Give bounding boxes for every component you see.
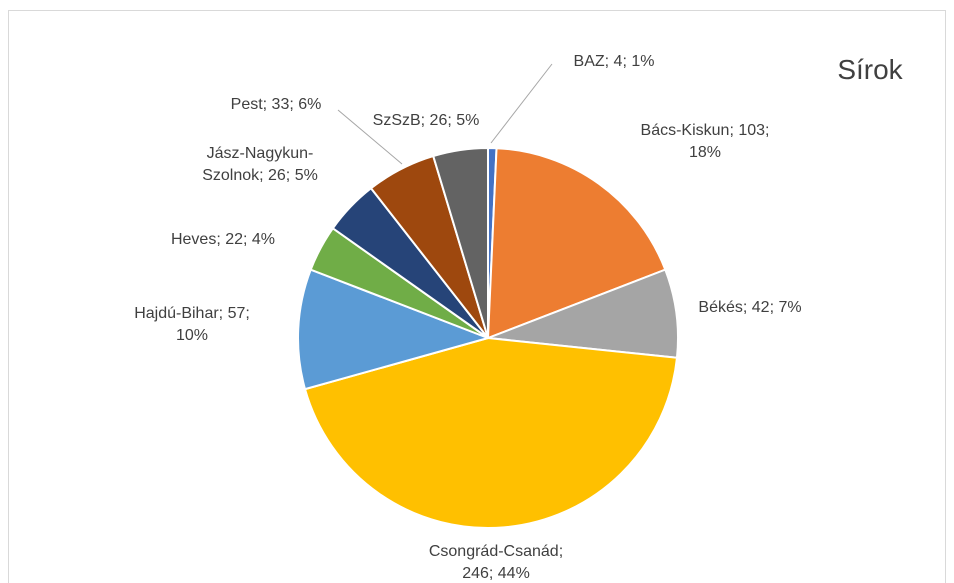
chart-title: Sírok [837,54,903,85]
pie-slice [297,268,492,391]
data-label: Heves; 22; 4% [170,231,276,248]
leader-line [337,109,403,165]
data-label: Pest; 33; 6% [230,96,322,113]
data-label: Hajdú-Bihar; 57; 10% [134,305,250,344]
data-label: Jász-Nagykun- Szolnok; 26; 5% [202,145,318,184]
leader-line [490,63,553,144]
data-label: Békés; 42; 7% [698,299,802,316]
pie-slice [432,146,489,339]
data-label: SzSzB; 26; 5% [372,112,480,129]
pie-slice [303,336,679,529]
data-label: Bács-Kiskun; 103; 18% [640,122,770,161]
data-label: BAZ; 4; 1% [573,53,655,70]
pie-slice [486,147,667,340]
data-label: Csongrád-Csanád; 246; 44% [428,543,564,582]
